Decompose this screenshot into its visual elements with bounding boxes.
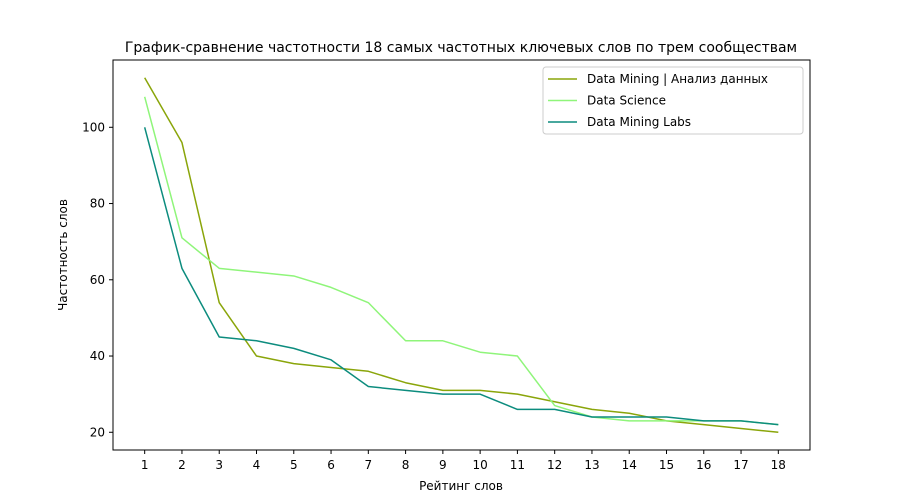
x-tick-label-12: 12 — [547, 458, 562, 472]
y-tick-label-60: 60 — [90, 273, 105, 287]
x-tick-label-2: 2 — [178, 458, 186, 472]
x-tick-label-7: 7 — [364, 458, 372, 472]
y-tick-label-80: 80 — [90, 197, 105, 211]
x-tick-label-10: 10 — [472, 458, 487, 472]
x-tick-label-15: 15 — [659, 458, 674, 472]
y-tick-label-100: 100 — [82, 120, 105, 134]
legend: Data Mining | Анализ данных Data Science D… — [542, 66, 804, 135]
x-tick-label-16: 16 — [696, 458, 711, 472]
x-tick-label-1: 1 — [141, 458, 149, 472]
x-tick-label-14: 14 — [622, 458, 637, 472]
series-line-2 — [143, 96, 779, 426]
x-tick-label-4: 4 — [253, 458, 261, 472]
x-tick-label-6: 6 — [327, 458, 335, 472]
x-tick-label-9: 9 — [439, 458, 447, 472]
legend-label-2: Data Science — [587, 94, 666, 108]
x-tick-label-5: 5 — [290, 458, 298, 472]
axes-frame — [112, 59, 811, 451]
x-tick-label-13: 13 — [584, 458, 599, 472]
legend-label-1: Data Mining | Анализ данных — [587, 72, 768, 86]
x-tick-label-3: 3 — [215, 458, 223, 472]
x-tick-label-17: 17 — [733, 458, 748, 472]
y-tick-label-40: 40 — [90, 349, 105, 363]
chart-title: График-сравнение частотности 18 самых ча… — [125, 40, 797, 56]
y-axis-label: Частотность слов — [56, 199, 70, 311]
x-tick-label-18: 18 — [771, 458, 786, 472]
x-tick-label-11: 11 — [510, 458, 525, 472]
series-line-3 — [143, 127, 779, 426]
legend-box — [542, 66, 804, 135]
x-axis-label: Рейтинг слов — [419, 479, 503, 493]
legend-label-3: Data Mining Labs — [587, 115, 691, 129]
y-tick-label-20: 20 — [90, 425, 105, 439]
x-tick-label-8: 8 — [402, 458, 410, 472]
